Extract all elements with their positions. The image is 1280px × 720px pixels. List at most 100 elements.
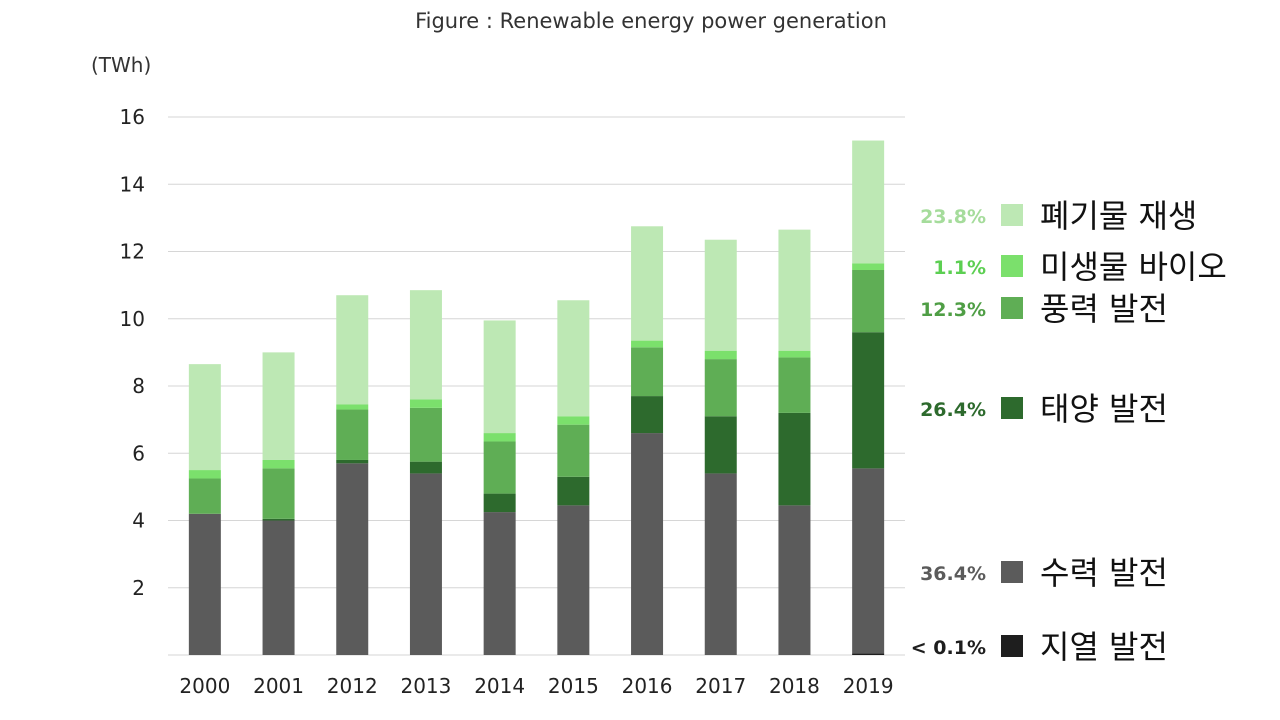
bar-segment xyxy=(631,347,664,397)
legend-item: 36.4% 수력 발전 xyxy=(920,554,1168,592)
bar-segment xyxy=(852,263,885,270)
bar-segment xyxy=(631,433,664,655)
bar-segment xyxy=(852,468,885,654)
bar-group-2019 xyxy=(852,140,885,655)
x-tick-label: 2015 xyxy=(548,674,599,698)
bar-group-2017 xyxy=(704,239,737,655)
legend-item: < 0.1% 지열 발전 xyxy=(911,628,1168,666)
legend-share-label: 23.8% xyxy=(920,206,986,228)
legend-share-label: 12.3% xyxy=(920,299,986,321)
legend-share-label: 36.4% xyxy=(920,563,986,585)
legend-series-label: 미생물 바이오 xyxy=(1040,248,1227,286)
legend-swatch xyxy=(1001,635,1023,657)
legend-item: 12.3% 풍력 발전 xyxy=(920,290,1168,328)
bar-segment xyxy=(336,409,369,460)
bar-segment xyxy=(409,290,442,400)
x-axis-ticks: 2000 2001 2012 2013 2014 2015 2016 2017 2018 2019 xyxy=(179,674,893,698)
bar-segment xyxy=(409,473,442,655)
legend-series-label: 폐기물 재생 xyxy=(1040,197,1197,235)
x-tick-label: 2019 xyxy=(843,674,894,698)
legend-series-label: 수력 발전 xyxy=(1040,554,1168,592)
bar-segment xyxy=(557,505,590,655)
bar-segment xyxy=(852,332,885,469)
legend-swatch xyxy=(1001,397,1023,419)
bar-group-2016 xyxy=(631,226,664,655)
bar-segment xyxy=(483,433,516,442)
legend-swatch xyxy=(1001,204,1023,226)
stacked-bars xyxy=(188,140,885,655)
bar-segment xyxy=(852,653,885,655)
bar-segment xyxy=(631,396,664,434)
chart-title: Figure : Renewable energy power generati… xyxy=(415,9,887,33)
bar-segment xyxy=(852,140,885,264)
x-tick-label: 2012 xyxy=(327,674,378,698)
bar-group-2000 xyxy=(188,364,221,655)
x-tick-label: 2001 xyxy=(253,674,304,698)
bar-segment xyxy=(409,399,442,408)
bar-segment xyxy=(631,340,664,348)
bar-segment xyxy=(557,424,590,477)
legend-share-label: 26.4% xyxy=(920,399,986,421)
y-axis-ticks: 2 4 6 8 10 12 14 16 xyxy=(120,105,145,600)
bar-segment xyxy=(483,320,516,434)
legend-swatch xyxy=(1001,255,1023,277)
y-tick-label: 4 xyxy=(132,509,145,533)
bar-segment xyxy=(409,461,442,474)
bar-segment xyxy=(704,473,737,655)
y-tick-label: 8 xyxy=(132,374,145,398)
y-tick-label: 14 xyxy=(120,172,145,196)
bar-segment xyxy=(778,229,811,351)
legend-series-label: 지열 발전 xyxy=(1040,628,1168,666)
bar-segment xyxy=(188,364,221,471)
bar-segment xyxy=(483,493,516,513)
bar-segment xyxy=(336,459,369,464)
y-axis-unit-label: (TWh) xyxy=(91,53,151,77)
y-tick-label: 12 xyxy=(120,240,145,264)
bar-group-2013 xyxy=(409,290,442,655)
x-tick-label: 2017 xyxy=(695,674,746,698)
y-tick-label: 16 xyxy=(120,105,145,129)
legend-item: 1.1% 미생물 바이오 xyxy=(933,248,1227,286)
bar-segment xyxy=(704,416,737,474)
bar-segment xyxy=(778,350,811,358)
bar-segment xyxy=(262,468,295,519)
bar-segment xyxy=(483,441,516,494)
bar-segment xyxy=(336,404,369,410)
bar-segment xyxy=(557,476,590,506)
bar-segment xyxy=(188,470,221,479)
legend: 23.8% 폐기물 재생 1.1% 미생물 바이오 12.3% 풍력 발전 26.4% 태양 … xyxy=(911,197,1227,666)
bar-segment xyxy=(778,505,811,655)
bar-segment xyxy=(336,463,369,655)
bar-segment xyxy=(262,352,295,460)
legend-share-label: < 0.1% xyxy=(911,637,986,659)
bar-segment xyxy=(188,478,221,514)
legend-swatch xyxy=(1001,561,1023,583)
bar-segment xyxy=(631,226,664,341)
bar-group-2014 xyxy=(483,320,516,655)
legend-swatch xyxy=(1001,297,1023,319)
bar-segment xyxy=(704,359,737,417)
bar-segment xyxy=(188,513,221,655)
y-tick-label: 2 xyxy=(132,576,145,600)
bar-segment xyxy=(262,518,295,521)
x-tick-label: 2014 xyxy=(474,674,525,698)
legend-series-label: 태양 발전 xyxy=(1040,390,1168,428)
bar-segment xyxy=(483,512,516,655)
x-tick-label: 2013 xyxy=(400,674,451,698)
legend-share-label: 1.1% xyxy=(933,257,986,279)
bar-segment xyxy=(557,416,590,425)
bar-group-2012 xyxy=(336,295,369,655)
bar-segment xyxy=(557,300,590,417)
bar-segment xyxy=(852,269,885,333)
bar-segment xyxy=(262,520,295,655)
legend-item: 23.8% 폐기물 재생 xyxy=(920,197,1197,235)
bar-group-2018 xyxy=(778,229,811,655)
bar-group-2001 xyxy=(262,352,295,655)
y-tick-label: 10 xyxy=(120,307,145,331)
bar-segment xyxy=(262,459,295,469)
bar-segment xyxy=(778,412,811,506)
x-tick-label: 2018 xyxy=(769,674,820,698)
x-tick-label: 2016 xyxy=(622,674,673,698)
